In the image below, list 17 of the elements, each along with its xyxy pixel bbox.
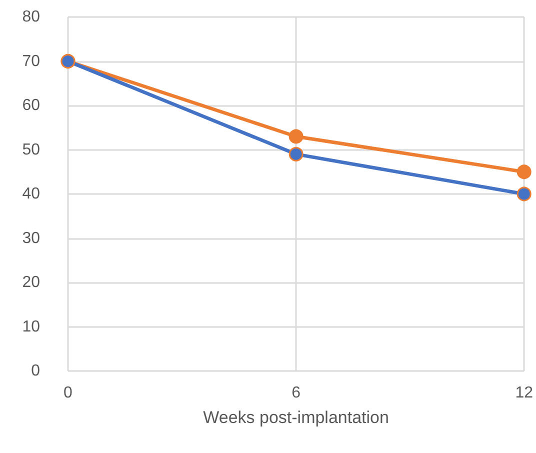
x-tick-label: 6	[292, 384, 301, 402]
y-tick-label: 0	[31, 362, 40, 380]
x-axis-title: Weeks post-implantation	[203, 408, 389, 427]
y-tick-label: 50	[22, 141, 40, 158]
y-tick-label: 20	[22, 274, 40, 291]
point	[516, 164, 532, 180]
y-tick-label: 40	[22, 186, 40, 202]
y-tick-label: 10	[22, 318, 40, 336]
point	[288, 146, 304, 162]
y-tick-label: 30	[22, 230, 40, 247]
point	[288, 129, 304, 144]
x-tick-label: 0	[64, 384, 73, 402]
y-tick-label: 80	[22, 8, 40, 26]
y-tick-label: 60	[22, 97, 40, 114]
x-tick-label: 12	[515, 384, 534, 402]
y-tick-label: 70	[22, 52, 40, 70]
point	[516, 186, 532, 202]
